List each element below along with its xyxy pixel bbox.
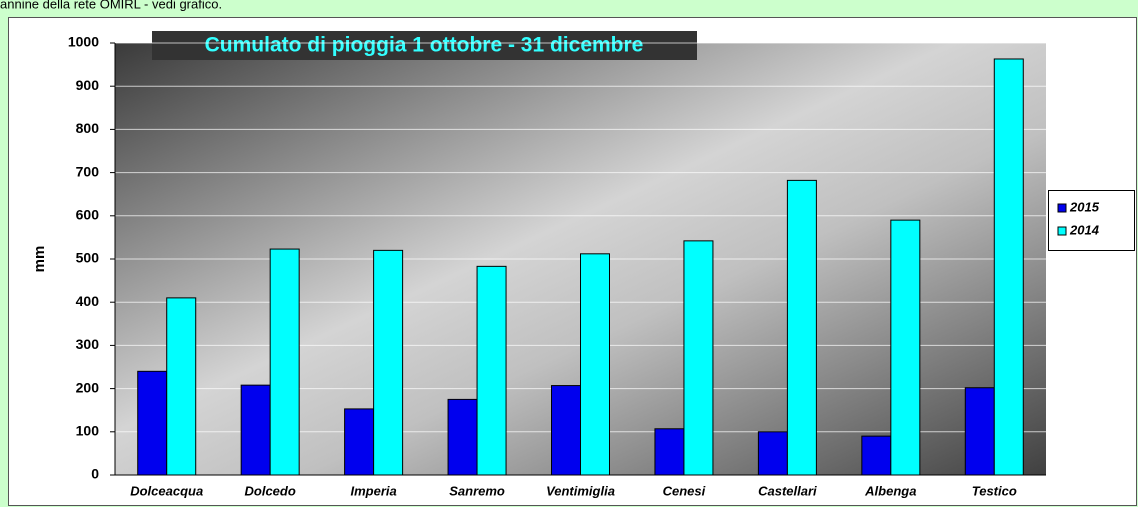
y-tick-label: 0 — [91, 466, 99, 482]
bar — [683, 240, 714, 476]
y-axis-label: mm — [31, 246, 48, 273]
bar — [240, 384, 271, 476]
bar — [373, 249, 404, 476]
y-tick-label: 600 — [76, 207, 100, 223]
bar — [137, 370, 168, 476]
bar — [964, 387, 995, 476]
legend-swatch — [1057, 226, 1067, 236]
bar — [447, 398, 478, 476]
bar — [580, 253, 610, 476]
y-tick-label: 900 — [76, 77, 100, 93]
x-tick-label: Dolcedo — [245, 483, 296, 498]
y-tick-label: 200 — [76, 379, 100, 395]
y-tick-label: 1000 — [68, 34, 99, 50]
x-tick-label: Dolceacqua — [130, 483, 203, 498]
bar — [269, 248, 300, 476]
y-tick-label: 500 — [76, 250, 100, 266]
bar — [654, 428, 685, 476]
legend-label: 2015 — [1069, 199, 1100, 214]
bar — [166, 297, 197, 476]
x-tick-label: Cenesi — [663, 483, 706, 498]
x-tick-label: Albenga — [864, 483, 916, 498]
bar — [476, 265, 507, 476]
x-tick-label: Imperia — [350, 483, 396, 498]
bar — [344, 408, 375, 476]
y-tick-label: 400 — [76, 293, 100, 309]
bar — [786, 179, 817, 476]
title-box — [152, 31, 697, 60]
bar — [757, 431, 788, 476]
bar — [890, 219, 921, 476]
legend-swatch — [1057, 203, 1067, 213]
y-tick-label: 800 — [76, 120, 100, 136]
legend-label: 2014 — [1069, 222, 1100, 237]
y-tick-label: 300 — [76, 336, 100, 352]
x-tick-label: Testico — [972, 483, 1017, 498]
bar — [993, 58, 1024, 476]
x-tick-label: Ventimiglia — [546, 483, 615, 498]
y-tick-label: 700 — [76, 163, 100, 179]
chart-title: Cumulato di pioggia 1 ottobre - 31 dicem… — [205, 34, 644, 57]
legend-box — [1048, 190, 1135, 251]
x-tick-label: Sanremo — [449, 483, 505, 498]
bar — [551, 385, 581, 476]
x-tick-label: Castellari — [758, 483, 817, 498]
y-tick-label: 100 — [76, 423, 100, 439]
bar — [861, 435, 892, 476]
header-text: annine della rete OMIRL - vedi grafico. — [0, 0, 222, 11]
